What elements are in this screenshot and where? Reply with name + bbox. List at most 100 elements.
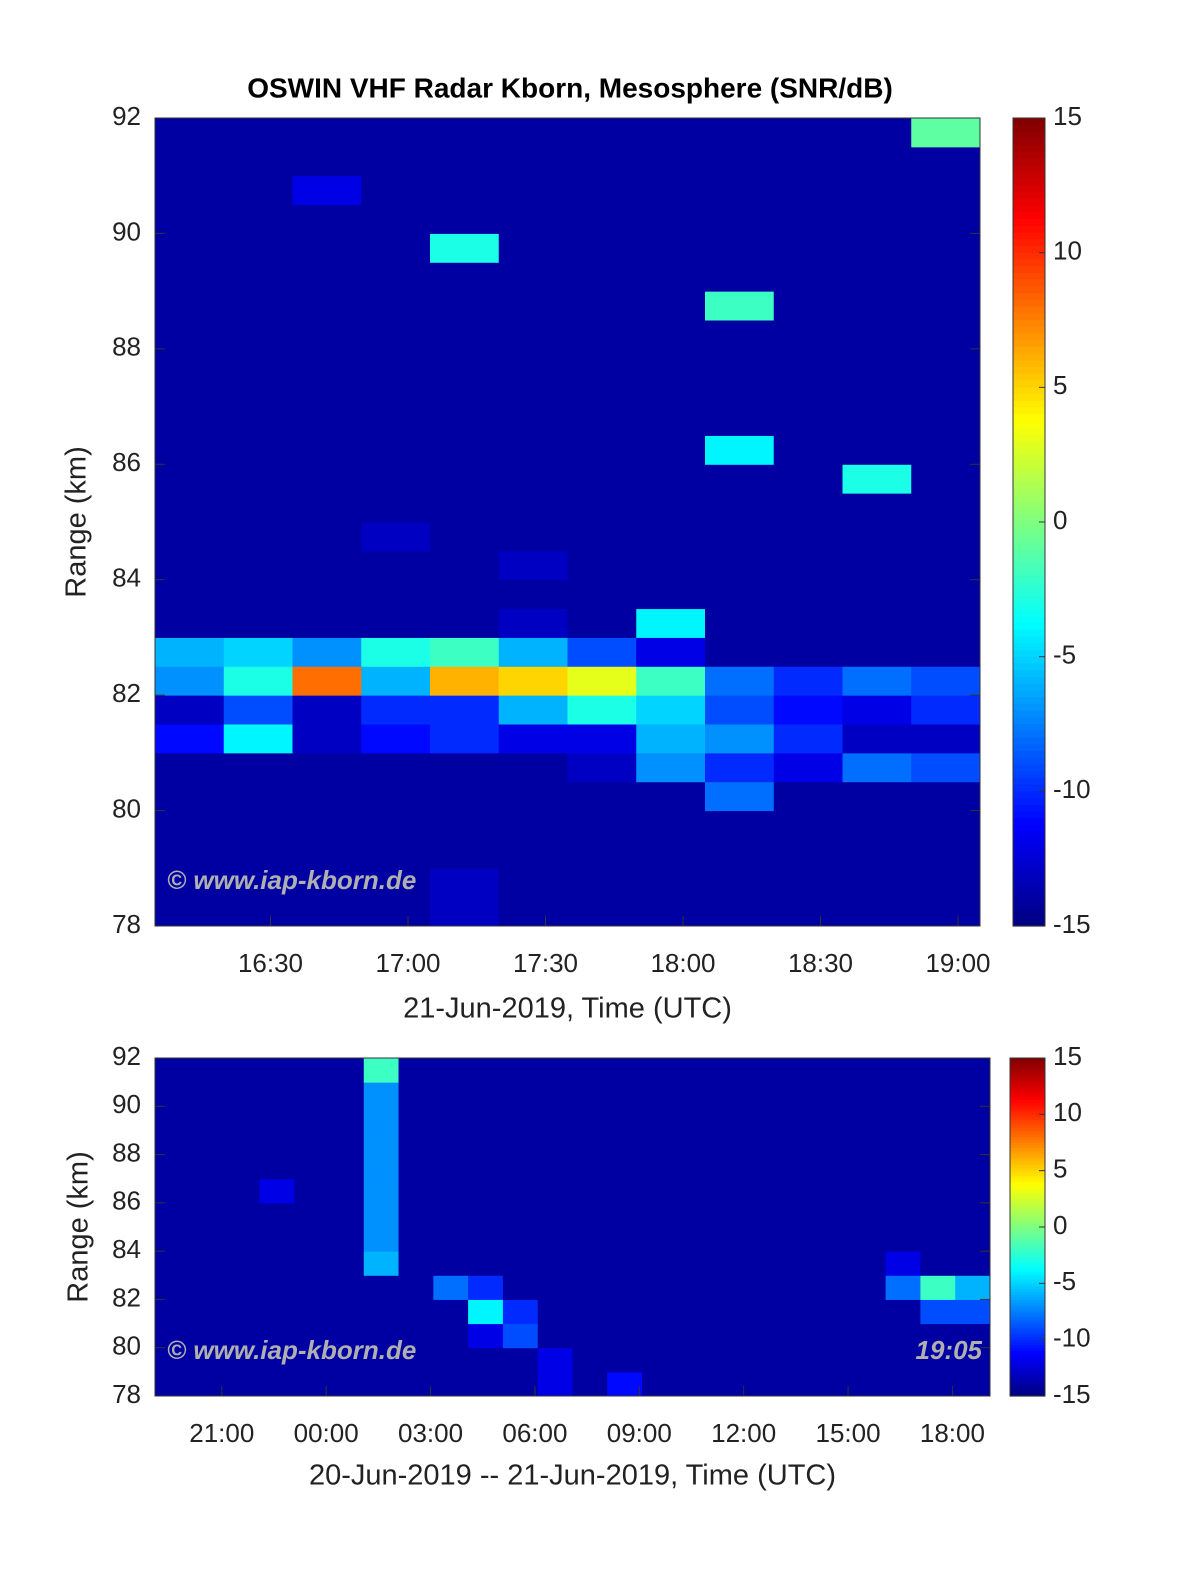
colorbar-step — [1013, 730, 1045, 739]
heat-cell — [363, 1371, 400, 1397]
heat-cell — [223, 406, 293, 436]
x-tick-label: 17:30 — [513, 948, 578, 978]
heat-cell — [224, 1082, 260, 1107]
heat-cell — [842, 435, 912, 465]
colorbar-step — [1013, 158, 1045, 166]
heat-cell — [498, 781, 568, 812]
colorbar-step — [1010, 1060, 1045, 1065]
y-tick-label: 86 — [112, 447, 141, 477]
heat-cell — [294, 1299, 330, 1325]
heat-cell — [842, 464, 912, 494]
colorbar-step — [1010, 1311, 1045, 1315]
heat-cell — [223, 608, 293, 638]
heat-cell — [259, 1323, 295, 1349]
heat-cell — [223, 435, 293, 465]
colorbar-step — [1010, 1249, 1045, 1253]
heat-cell — [398, 1299, 434, 1325]
heat-cell — [636, 839, 706, 869]
heat-cell — [223, 348, 293, 379]
heat-cell — [328, 1251, 365, 1276]
colorbar-tick-label: 15 — [1053, 101, 1082, 131]
colorbar-step — [1010, 1176, 1045, 1180]
heat-cell — [294, 1347, 330, 1373]
colorbar-step — [1013, 697, 1045, 705]
heat-cell — [885, 1299, 921, 1325]
heat-cell — [773, 752, 843, 783]
heat-cell — [850, 1323, 887, 1349]
heat-cell — [223, 493, 293, 523]
heat-cell — [224, 1251, 260, 1276]
heat-cell — [328, 1178, 365, 1204]
colorbar-step — [1010, 1297, 1045, 1301]
heat-cell — [746, 1371, 782, 1397]
heat-cell — [636, 897, 706, 927]
heat-cell — [430, 464, 500, 494]
heat-cell — [294, 1130, 330, 1156]
heat-cell — [885, 1082, 921, 1107]
colorbar-step — [1013, 737, 1045, 745]
heat-cell — [328, 1371, 365, 1397]
colorbar-step — [1013, 582, 1045, 590]
colorbar-step — [1010, 1232, 1045, 1237]
heat-cell — [955, 1299, 991, 1325]
heat-cell — [433, 1130, 469, 1156]
colorbar-step — [1013, 212, 1045, 220]
heat-cell — [398, 1227, 434, 1252]
colorbar-step — [1013, 912, 1045, 920]
heat-cell — [498, 291, 568, 321]
colorbar-step — [1013, 885, 1045, 893]
heat-cell — [676, 1347, 713, 1373]
heat-cell — [885, 1106, 921, 1131]
heat-cell — [781, 1275, 817, 1300]
heat-cell — [498, 464, 568, 494]
heat-cell — [842, 868, 912, 898]
heat-cell — [705, 348, 775, 379]
colorbar-step — [1013, 198, 1045, 207]
heat-cell — [259, 1227, 295, 1252]
heat-cell — [911, 262, 981, 292]
heat-cell — [498, 550, 568, 581]
colorbar-step — [1010, 1286, 1045, 1290]
colorbar-step — [1010, 1283, 1045, 1287]
heat-cell — [398, 1130, 434, 1156]
heat-cell — [636, 118, 706, 148]
heat-cell — [781, 1106, 817, 1131]
colorbar-step — [1010, 1274, 1045, 1279]
heat-cell — [636, 320, 706, 350]
colorbar-step — [1010, 1165, 1045, 1169]
heat-cell — [259, 1275, 295, 1300]
heat-cell — [567, 118, 637, 148]
heat-cell — [430, 262, 500, 292]
y-tick-label: 82 — [112, 1282, 141, 1312]
heat-cell — [885, 1058, 921, 1083]
heat-cell — [498, 262, 568, 292]
heat-cell — [781, 1082, 817, 1107]
x-axis-label: 20-Jun-2019 -- 21-Jun-2019, Time (UTC) — [309, 1460, 836, 1492]
heat-cell — [842, 118, 912, 148]
heat-cell — [259, 1251, 295, 1276]
colorbar-step — [1013, 804, 1045, 813]
colorbar-step — [1010, 1215, 1045, 1220]
heat-cell — [430, 435, 500, 465]
colorbar-step — [1010, 1103, 1045, 1107]
heat-cell — [773, 175, 843, 206]
heat-cell — [498, 204, 568, 234]
heat-cell — [781, 1202, 817, 1228]
heat-cell — [259, 1299, 295, 1325]
heat-cell — [498, 118, 568, 148]
heat-cell — [537, 1082, 573, 1107]
heat-cell — [850, 1058, 887, 1083]
y-tick-label: 92 — [112, 1041, 141, 1071]
heat-cell — [398, 1082, 434, 1107]
heat-cell — [642, 1323, 678, 1349]
heat-cell — [294, 1323, 330, 1349]
heat-cell — [676, 1154, 713, 1180]
heat-cell — [842, 262, 912, 292]
heat-cell — [705, 868, 775, 898]
heat-cell — [498, 348, 568, 379]
colorbar-tick-label: 15 — [1053, 1041, 1082, 1071]
heat-cell — [567, 637, 637, 667]
heat-cell — [705, 839, 775, 869]
heat-cell — [292, 522, 362, 552]
heat-cell — [223, 579, 293, 610]
